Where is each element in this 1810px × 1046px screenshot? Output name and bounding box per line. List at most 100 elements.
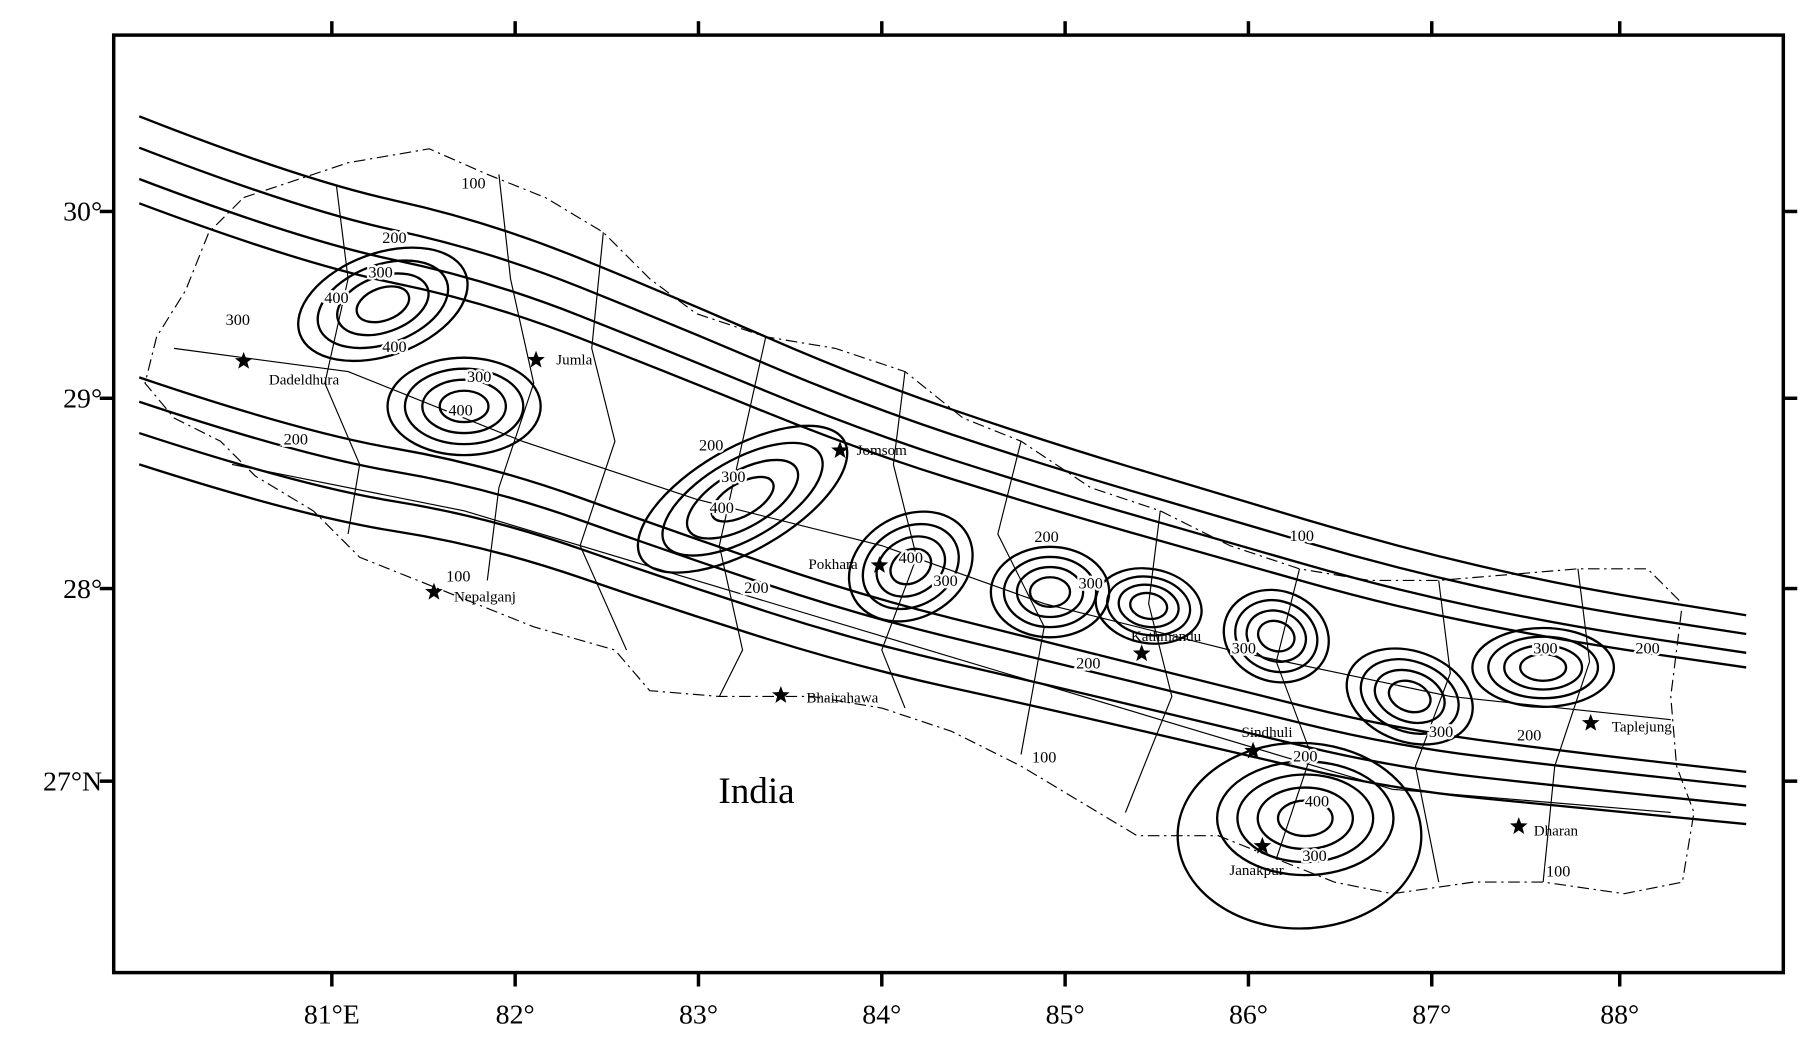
contour-core [1256,786,1355,851]
contour-core [355,285,411,324]
contour-core [1245,609,1308,663]
contour-core [1471,626,1616,709]
city-label: Jumla [556,353,592,369]
contour-label: 200 [1517,727,1541,745]
x-tick-label: 84° [862,1000,901,1031]
x-tick-label: 86° [1229,1000,1268,1031]
contours [138,115,1747,930]
contour-line [138,400,1747,788]
contour-label: 300 [1232,640,1256,658]
city-marker [527,350,545,368]
contour-core [1234,599,1319,674]
contour-core [1222,588,1330,684]
contour-core [1129,591,1169,621]
contour-core [847,510,974,623]
y-tick-label: 29° [63,384,102,415]
contour-core [1094,567,1203,645]
national-border [144,148,1695,895]
city-marker [1509,817,1528,834]
contour-line [138,202,1747,669]
contour-label: 300 [1078,575,1102,593]
contour-core [438,389,490,424]
city-label: Nepalganj [454,589,516,605]
contour-label: 200 [382,229,406,247]
x-tick-label: 81°E [304,1000,360,1031]
city-marker [425,582,443,600]
y-tick-label: 28° [63,574,102,605]
contour-core [661,441,824,557]
contour-core [1503,644,1584,691]
contour-core [297,246,469,363]
contour-core [685,458,800,540]
contour-label: 400 [899,549,923,567]
region-label: India [718,771,794,812]
contour-core [1015,565,1085,619]
contour-core [1276,799,1334,838]
city-marker [234,351,253,369]
city-label: Bhairahawa [806,690,878,706]
contour-core [861,522,960,611]
city-label: Taplejung [1612,719,1673,735]
contour-label: 100 [1546,862,1570,880]
x-tick-label: 82° [496,1000,535,1031]
contour-label: 300 [226,311,250,329]
contour-line [138,376,1747,774]
contour-label: 300 [721,468,745,486]
x-tick-label: 88° [1600,1000,1639,1031]
contour-label: 300 [933,572,957,590]
contour-core [889,547,933,586]
contour-core [1256,619,1296,653]
contour-label: 300 [1429,723,1453,741]
contour-core [1176,741,1423,930]
contour-core [1519,652,1568,682]
contour-line [138,115,1747,617]
contour-label: 300 [467,368,491,386]
contour-label: 200 [699,436,723,454]
city-label: Jomsom [857,443,908,459]
contour-label: 400 [324,289,348,307]
city-label: Kathmandu [1131,629,1202,645]
contour-line [138,146,1747,636]
contour-line [138,463,1747,826]
city-marker [870,556,889,573]
contour-label: 300 [368,264,392,282]
city-marker [1253,836,1272,854]
contour-label: 300 [1302,847,1326,865]
contour-core [636,424,849,574]
contour-core [1028,576,1072,608]
city-label: Dadeldhura [269,372,340,388]
contour-core [1373,668,1446,725]
city-label: Pokhara [808,557,858,573]
contour-core [1487,635,1600,700]
contour-label: 400 [709,499,733,517]
city-label: Sindhuli [1241,725,1292,741]
contour-core [710,475,775,523]
city-marker [1581,713,1600,731]
contour-label: 100 [1290,527,1314,545]
ticks: 81°E 82° 83° 84° 85° 86° 87° 88° 30° 29° 28° 27°N [43,21,1798,1031]
contour-label: 200 [1034,528,1058,546]
contour-label: 400 [1305,793,1329,811]
y-tick-label: 30° [63,197,102,228]
labels: India Dadeldhura Jumla Jomsom Pokhara Nepalg… [223,172,1673,883]
map-frame [111,33,1786,975]
contour-label: 400 [448,402,472,420]
contour-label: 200 [744,579,768,597]
contour-core [1215,760,1395,877]
contour-core [421,378,508,435]
city-marker [1132,644,1151,662]
contour-core [336,272,430,337]
contour-line [138,177,1747,654]
city-label: Dharan [1534,824,1579,840]
contour-core [386,356,542,457]
contour-line [138,431,1747,807]
city-marker [831,441,849,459]
contour-label: 100 [461,174,485,192]
x-tick-label: 85° [1046,1000,1085,1031]
x-tick-label: 87° [1412,1000,1451,1031]
contour-core [1345,647,1474,746]
y-tick-label: 27°N [43,766,102,797]
contour-label: 400 [382,338,406,356]
